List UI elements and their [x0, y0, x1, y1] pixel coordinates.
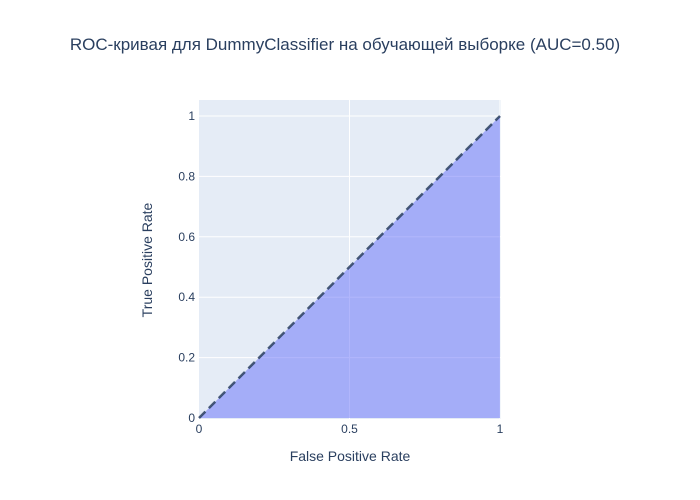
diagonal-reference-line — [198, 115, 501, 419]
y-tick-label: 0.8 — [178, 169, 195, 183]
y-tick-label: 0.2 — [178, 351, 195, 365]
y-axis-title: True Positive Rate — [139, 202, 155, 317]
y-tick-label: 1 — [188, 109, 195, 123]
y-axis-ticks: 0 0.2 0.4 0.6 0.8 1 — [178, 109, 195, 425]
y-tick-label: 0.4 — [178, 290, 195, 304]
y-tick-label: 0.6 — [178, 230, 195, 244]
x-tick-label: 0 — [196, 422, 203, 436]
x-axis-ticks: 0 0.5 1 — [196, 422, 504, 436]
x-tick-label: 0.5 — [341, 422, 358, 436]
chart-title: ROC-кривая для DummyClassifier на обучаю… — [70, 35, 620, 54]
x-tick-label: 1 — [497, 422, 504, 436]
x-axis-title: False Positive Rate — [290, 448, 411, 464]
y-tick-label: 0 — [188, 411, 195, 425]
